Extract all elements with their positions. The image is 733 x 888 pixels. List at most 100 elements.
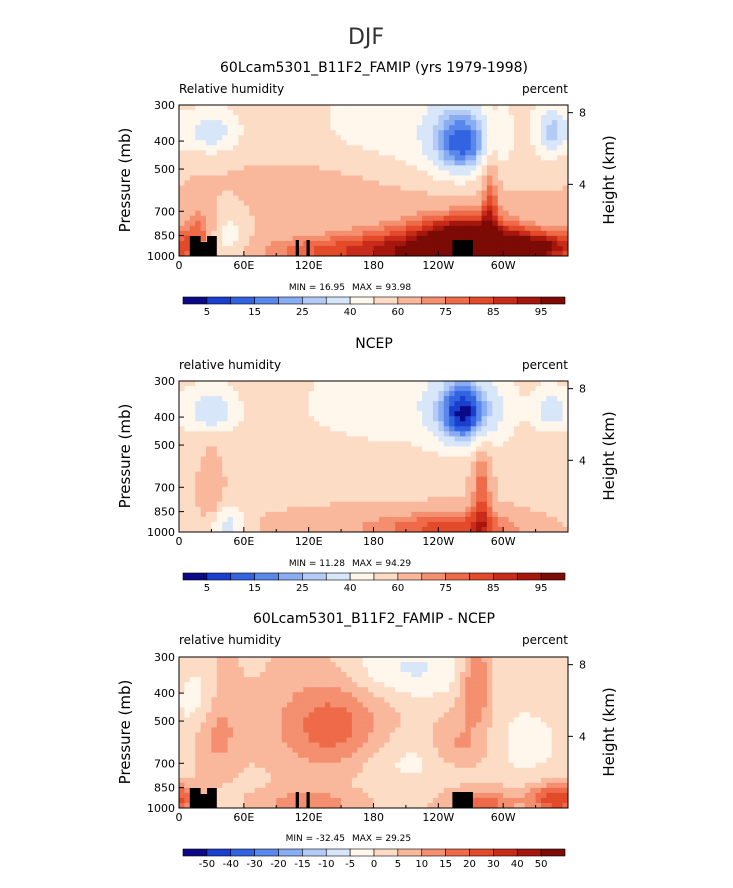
heatmap-cell <box>411 456 418 462</box>
heatmap-cell <box>184 516 191 523</box>
heatmap-cell <box>292 466 299 472</box>
heatmap-cell <box>314 501 320 508</box>
heatmap-cell <box>238 692 245 698</box>
heatmap-cell <box>389 491 396 498</box>
heatmap-cell <box>308 145 315 151</box>
heatmap-cell <box>465 682 472 688</box>
heatmap-cell <box>503 506 509 513</box>
heatmap-cell <box>470 682 477 688</box>
heatmap-cell <box>519 426 526 432</box>
heatmap-cell <box>314 120 320 126</box>
heatmap-cell <box>438 511 445 518</box>
heatmap-cell <box>530 245 536 252</box>
heatmap-cell <box>373 406 380 412</box>
heatmap-cell <box>459 416 466 422</box>
heatmap-cell <box>308 491 315 498</box>
heatmap-cell <box>551 381 558 387</box>
heatmap-cell <box>341 210 347 217</box>
heatmap-cell <box>184 190 191 196</box>
heatmap-cell <box>179 511 185 518</box>
heatmap-cell <box>335 245 342 252</box>
heatmap-cell <box>540 662 547 668</box>
heatmap-cell <box>449 456 455 462</box>
heatmap-cell <box>346 501 353 508</box>
heatmap-cell <box>470 496 477 503</box>
heatmap-cell <box>389 456 396 462</box>
heatmap-cell <box>438 406 445 412</box>
heatmap-cell <box>260 396 266 402</box>
heatmap-cell <box>368 481 374 488</box>
heatmap-cell <box>454 130 461 136</box>
heatmap-cell <box>233 245 239 252</box>
heatmap-cell <box>179 190 185 196</box>
heatmap-cell <box>546 386 553 392</box>
heatmap-cell <box>470 150 477 156</box>
heatmap-cell <box>562 185 569 191</box>
heatmap-cell <box>238 401 245 407</box>
heatmap-cell <box>184 130 191 136</box>
heatmap-cell <box>481 441 488 447</box>
heatmap-cell <box>206 496 212 503</box>
heatmap-cell <box>200 145 207 151</box>
heatmap-cell <box>551 245 558 252</box>
heatmap-cell <box>249 501 256 508</box>
heatmap-cell <box>454 461 461 467</box>
heatmap-cell <box>422 210 428 217</box>
heatmap-cell <box>411 662 418 668</box>
heatmap-cell <box>459 506 466 513</box>
right-label: percent <box>522 82 568 96</box>
heatmap-cell <box>438 436 445 442</box>
heatmap-cell <box>557 496 563 503</box>
heatmap-cell <box>297 130 304 136</box>
heatmap-cell <box>438 160 445 166</box>
heatmap-cell <box>513 677 520 683</box>
heatmap-cell <box>227 451 234 457</box>
heatmap-cell <box>303 411 310 417</box>
heatmap-cell <box>422 130 428 136</box>
heatmap-cell <box>449 175 455 181</box>
heatmap-cell <box>405 526 412 533</box>
heatmap-cell <box>292 672 299 678</box>
heatmap-cell <box>416 130 423 136</box>
heatmap-cell <box>297 115 304 121</box>
heatmap-cell <box>503 145 509 151</box>
heatmap-cell <box>535 491 542 498</box>
heatmap-cell <box>362 396 369 402</box>
heatmap-cell <box>341 506 347 513</box>
heatmap-cell <box>454 476 461 483</box>
heatmap-cell <box>378 506 385 513</box>
heatmap-cell <box>227 235 234 242</box>
heatmap-cell <box>265 526 272 533</box>
heatmap-cell <box>368 180 374 186</box>
heatmap-cell <box>281 456 288 462</box>
heatmap-cell <box>508 461 515 467</box>
heatmap-cell <box>341 145 347 151</box>
heatmap-cell <box>292 441 299 447</box>
heatmap-cell <box>260 391 266 397</box>
heatmap-cell <box>535 120 542 126</box>
heatmap-cell <box>357 381 364 387</box>
heatmap-cell <box>303 672 310 678</box>
heatmap-cell <box>249 175 256 181</box>
heatmap-cell <box>540 521 547 528</box>
heatmap-cell <box>519 230 526 237</box>
heatmap-cell <box>524 662 531 668</box>
heatmap-cell <box>200 526 207 533</box>
heatmap-cell <box>357 682 364 688</box>
heatmap-cell <box>481 476 488 483</box>
heatmap-cell <box>297 506 304 513</box>
heatmap-cell <box>400 476 407 483</box>
heatmap-cell <box>503 476 509 483</box>
heatmap-cell <box>216 200 223 207</box>
heatmap-cell <box>195 386 202 392</box>
heatmap-cell <box>335 491 342 498</box>
heatmap-cell <box>562 446 569 452</box>
heatmap-cell <box>503 657 509 663</box>
heatmap-cell <box>519 130 526 136</box>
heatmap-cell <box>427 195 434 202</box>
heatmap-cell <box>314 245 320 252</box>
heatmap-cell <box>459 165 466 171</box>
heatmap-cell <box>211 195 218 202</box>
heatmap-cell <box>530 416 536 422</box>
heatmap-cell <box>519 401 526 407</box>
